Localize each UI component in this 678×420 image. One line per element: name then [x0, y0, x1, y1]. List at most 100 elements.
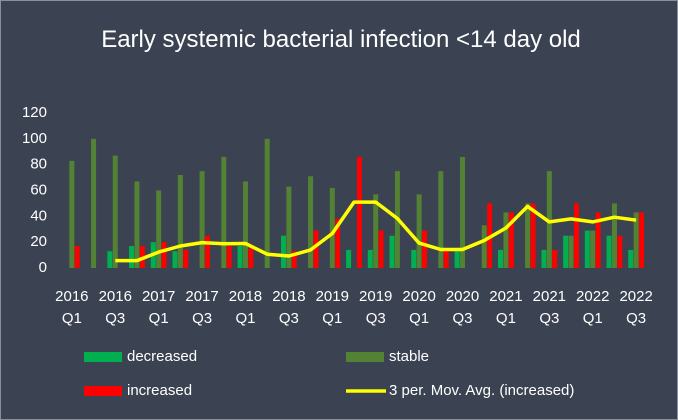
x-tick-label-line: Q3	[279, 310, 299, 327]
bar	[416, 194, 422, 268]
bar	[563, 235, 569, 268]
bar	[199, 171, 205, 268]
bar	[291, 251, 297, 268]
bar	[411, 249, 417, 268]
bar	[156, 190, 162, 268]
x-tick-label: 2016 Q1	[55, 288, 88, 327]
x-tick-label: 2021 Q3	[533, 288, 566, 327]
bar	[590, 230, 596, 268]
x-tick-label: 2018 Q1	[229, 288, 262, 327]
bar	[264, 138, 270, 268]
bar	[134, 181, 140, 268]
x-tick-label: 2022 Q1	[576, 288, 609, 327]
bar	[308, 176, 314, 268]
bar	[595, 212, 601, 268]
x-tick-label-line: Q3	[453, 310, 473, 327]
bar	[617, 235, 623, 268]
bar	[226, 246, 232, 268]
bar	[221, 156, 227, 268]
bar	[481, 225, 487, 268]
x-tick-label: 2017 Q1	[142, 288, 175, 327]
legend-label: stable	[389, 348, 429, 365]
x-tick-label-line: Q1	[496, 310, 516, 327]
bar	[541, 249, 547, 268]
moving-average-line	[115, 200, 637, 263]
y-tick-label: 80	[30, 156, 47, 173]
bar	[568, 235, 574, 268]
legend-swatch	[84, 386, 122, 396]
x-tick-label: 2020 Q3	[446, 288, 479, 327]
legend-swatch	[84, 352, 122, 362]
x-tick-label: 2019 Q3	[359, 288, 392, 327]
x-tick-label-line: Q1	[409, 310, 429, 327]
y-tick-label: 60	[30, 181, 47, 198]
x-tick-label: 2021 Q1	[489, 288, 522, 327]
bar	[378, 230, 384, 268]
x-tick-label-line: Q1	[149, 310, 169, 327]
x-tick-label-line: Q3	[626, 310, 646, 327]
y-tick-label: 120	[22, 104, 47, 121]
bar	[346, 249, 352, 268]
bar	[628, 249, 634, 268]
bar	[633, 212, 639, 268]
x-tick-label-line: 2022	[619, 288, 652, 305]
bar	[606, 235, 612, 268]
bar	[498, 249, 504, 268]
bar	[525, 203, 531, 268]
x-tick-label-line: 2016	[99, 288, 132, 305]
x-tick-label-line: Q1	[235, 310, 255, 327]
bar	[356, 156, 362, 268]
x-tick-label-line: Q3	[366, 310, 386, 327]
bar	[172, 251, 178, 268]
bar	[242, 181, 248, 268]
bar	[91, 138, 97, 268]
bar	[335, 218, 341, 268]
bar	[508, 212, 514, 268]
bar	[286, 186, 292, 268]
x-tick-label-line: Q3	[192, 310, 212, 327]
x-tick-label: 2022 Q3	[619, 288, 652, 327]
chart-title: Early systemic bacterial infection <14 d…	[101, 26, 581, 53]
x-tick-label: 2019 Q1	[316, 288, 349, 327]
y-tick-label: 20	[30, 233, 47, 250]
y-tick-label: 40	[30, 207, 47, 224]
bar	[112, 155, 118, 268]
bar	[204, 235, 210, 268]
bar	[454, 249, 460, 268]
bar	[639, 212, 645, 268]
bar	[573, 203, 579, 268]
bar	[161, 242, 167, 268]
x-tick-label-line: 2019	[316, 288, 349, 305]
bar	[329, 187, 335, 268]
legend-swatch	[346, 352, 384, 362]
bar	[367, 249, 373, 268]
bar	[546, 171, 552, 268]
y-tick-label: 100	[22, 130, 47, 147]
x-tick-label-line: Q3	[105, 310, 125, 327]
legend-label: 3 per. Mov. Avg. (increased)	[389, 382, 574, 399]
bar	[248, 248, 254, 268]
x-tick-label-line: 2018	[272, 288, 305, 305]
x-tick-label-line: 2017	[142, 288, 175, 305]
bar	[313, 230, 319, 268]
x-tick-label-line: 2016	[55, 288, 88, 305]
bar	[129, 246, 135, 268]
bar	[443, 249, 449, 268]
bar	[611, 203, 617, 268]
bar	[530, 203, 536, 268]
bar	[460, 156, 466, 268]
legend-label: increased	[127, 382, 192, 399]
x-tick-label-line: Q1	[62, 310, 82, 327]
x-tick-label-line: 2018	[229, 288, 262, 305]
bar	[69, 160, 75, 268]
x-tick-label-line: Q1	[583, 310, 603, 327]
bar	[280, 235, 286, 268]
y-tick-label: 0	[39, 259, 47, 276]
bar	[584, 230, 590, 268]
x-tick-label-line: 2017	[185, 288, 218, 305]
x-tick-label: 2018 Q3	[272, 288, 305, 327]
bar	[107, 251, 113, 268]
bar	[177, 175, 183, 268]
